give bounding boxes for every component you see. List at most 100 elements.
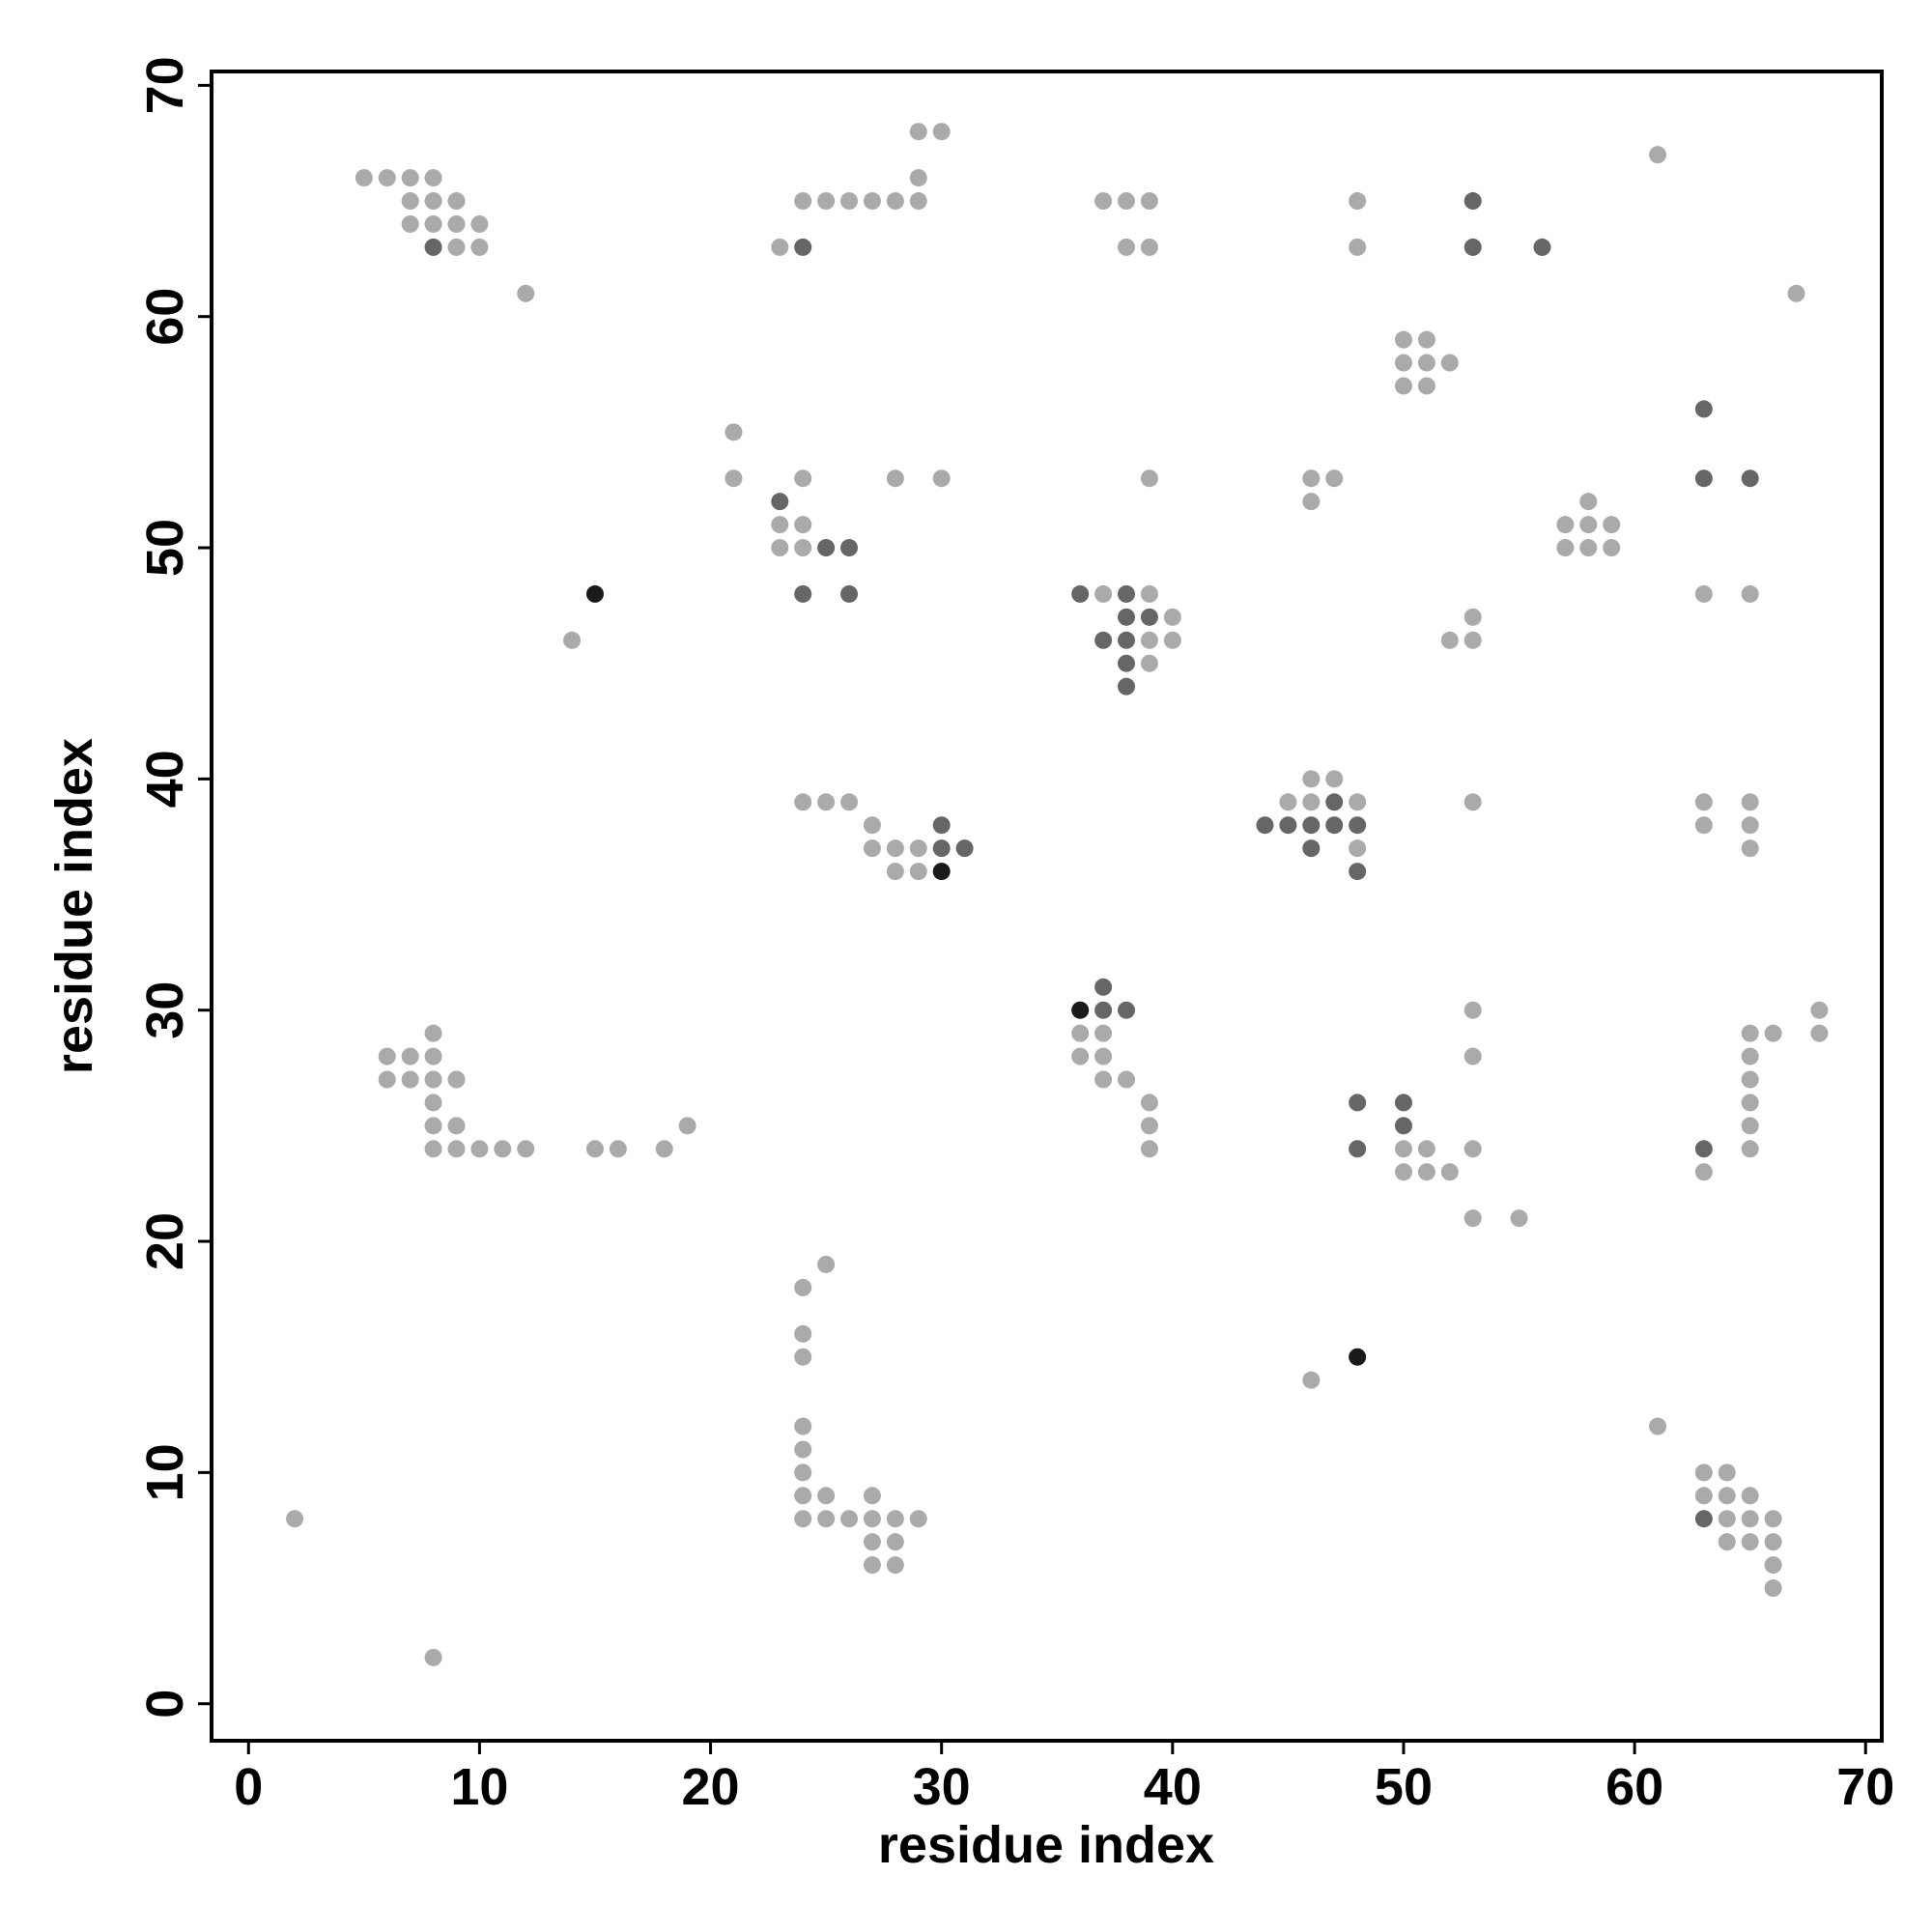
point — [378, 169, 396, 187]
point — [1094, 1024, 1113, 1042]
y-tick-label: 30 — [136, 981, 194, 1039]
point — [794, 516, 812, 534]
point — [1603, 539, 1621, 557]
point — [1741, 469, 1759, 488]
point — [1256, 816, 1274, 835]
point — [1718, 1510, 1736, 1528]
point — [1694, 584, 1713, 603]
point — [1463, 1047, 1482, 1065]
y-axis-label: residue index — [45, 738, 103, 1074]
point — [1302, 770, 1321, 788]
y-tick-label: 10 — [136, 1443, 194, 1501]
point — [1579, 539, 1598, 557]
point — [1741, 584, 1759, 603]
point — [1349, 793, 1367, 811]
point — [1140, 584, 1158, 603]
point — [378, 1047, 396, 1065]
point — [955, 839, 974, 858]
point — [1463, 1140, 1482, 1158]
point — [1440, 631, 1459, 649]
point — [424, 169, 442, 187]
point — [863, 839, 881, 858]
point — [1118, 192, 1136, 211]
y-tick-label: 70 — [136, 56, 194, 114]
point — [794, 1324, 812, 1343]
y-tick-label: 50 — [136, 519, 194, 577]
x-tick-label: 60 — [1605, 1758, 1663, 1816]
point — [1302, 1371, 1321, 1389]
point — [1718, 1487, 1736, 1505]
point — [1140, 238, 1158, 256]
point — [447, 214, 466, 233]
point — [401, 169, 419, 187]
point — [1603, 516, 1621, 534]
point — [1140, 469, 1158, 488]
point — [1694, 469, 1713, 488]
point — [1764, 1510, 1782, 1528]
point — [840, 793, 859, 811]
point — [1394, 354, 1412, 372]
point — [886, 839, 904, 858]
point — [817, 793, 836, 811]
point — [378, 1070, 396, 1089]
point — [817, 1487, 836, 1505]
point — [794, 1417, 812, 1435]
point — [1118, 238, 1136, 256]
point — [1118, 631, 1136, 649]
point — [424, 1047, 442, 1065]
point — [863, 1556, 881, 1575]
point — [1741, 1487, 1759, 1505]
point — [1741, 1070, 1759, 1089]
point — [1140, 631, 1158, 649]
point — [1764, 1533, 1782, 1551]
x-tick-label: 50 — [1375, 1758, 1433, 1816]
point — [1302, 793, 1321, 811]
point — [1349, 1348, 1367, 1366]
point — [424, 1070, 442, 1089]
x-tick-label: 20 — [682, 1758, 740, 1816]
point — [1764, 1579, 1782, 1598]
point — [1649, 146, 1667, 164]
point — [909, 839, 927, 858]
point — [1118, 584, 1136, 603]
point — [563, 631, 582, 649]
x-tick-label: 0 — [234, 1758, 263, 1816]
point — [886, 1556, 904, 1575]
point — [771, 238, 789, 256]
point — [655, 1140, 673, 1158]
point — [1718, 1463, 1736, 1482]
point — [424, 1094, 442, 1112]
point — [1394, 1163, 1412, 1181]
point — [1463, 192, 1482, 211]
point — [794, 469, 812, 488]
point — [1302, 816, 1321, 835]
point — [817, 1255, 836, 1273]
point — [1694, 1163, 1713, 1181]
point — [401, 192, 419, 211]
point — [1741, 793, 1759, 811]
point — [1094, 1070, 1113, 1089]
point — [794, 539, 812, 557]
point — [401, 214, 419, 233]
point — [1741, 1510, 1759, 1528]
point — [794, 1487, 812, 1505]
point — [863, 1510, 881, 1528]
point — [1463, 1209, 1482, 1228]
point — [932, 863, 951, 881]
point — [886, 863, 904, 881]
point — [470, 1140, 489, 1158]
point — [1094, 631, 1113, 649]
point — [909, 1510, 927, 1528]
point — [1349, 1140, 1367, 1158]
point — [401, 1070, 419, 1089]
point — [1694, 1463, 1713, 1482]
point — [1741, 839, 1759, 858]
point — [863, 192, 881, 211]
y-tick-label: 0 — [136, 1690, 194, 1719]
point — [1071, 1047, 1090, 1065]
point — [1463, 793, 1482, 811]
point — [1302, 493, 1321, 511]
point — [817, 539, 836, 557]
point — [840, 1510, 859, 1528]
point — [1302, 839, 1321, 858]
